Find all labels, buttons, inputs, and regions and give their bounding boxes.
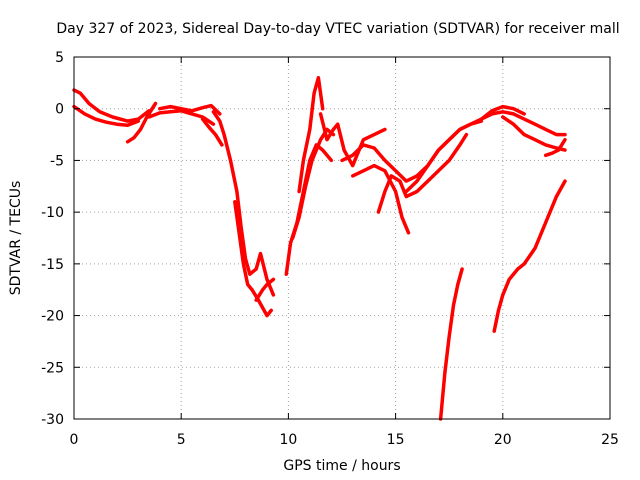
series-arc-8 — [233, 200, 273, 318]
y-tick-label: -10 — [41, 205, 64, 221]
plot-frame — [73, 56, 611, 420]
series-arc-9 — [254, 277, 276, 302]
x-tick-label: 20 — [494, 432, 512, 448]
y-tick-label: -30 — [41, 412, 64, 428]
y-tick-label: -15 — [41, 257, 64, 273]
series-arc-20 — [501, 115, 567, 152]
axis-ticks — [73, 56, 611, 420]
series-arc-7 — [200, 117, 224, 147]
y-tick-label: -5 — [50, 153, 64, 169]
series-arc-1 — [72, 88, 151, 123]
y-tick-label: 5 — [55, 50, 64, 66]
series-arc-6 — [211, 110, 276, 297]
y-tick-label: 0 — [55, 102, 64, 118]
series-arc-18 — [415, 119, 484, 178]
series-arc-23 — [492, 179, 567, 333]
series-arc-21 — [543, 137, 567, 158]
series-arc-11 — [290, 127, 336, 240]
series-arc-14 — [340, 143, 419, 183]
chart-title: Day 327 of 2023, Sidereal Day-to-day VTE… — [56, 21, 619, 37]
series-arc-2 — [72, 104, 141, 128]
grid-lines — [74, 57, 610, 419]
series-arc-15 — [350, 163, 411, 235]
series-arc-16 — [376, 132, 469, 214]
y-tick-label: -25 — [41, 360, 64, 376]
x-tick-label: 5 — [177, 432, 186, 448]
x-tick-label: 25 — [601, 432, 619, 448]
x-tick-label: 0 — [70, 432, 79, 448]
series-arc-22 — [438, 267, 464, 421]
series-arc-13 — [318, 112, 387, 168]
series-arc-5 — [158, 103, 222, 116]
y-tick-label: -20 — [41, 309, 64, 325]
x-axis-label: GPS time / hours — [283, 458, 400, 474]
y-axis-label: SDTVAR / TECUs — [8, 181, 24, 296]
series-arc-12 — [297, 75, 325, 194]
x-tick-label: 10 — [279, 432, 297, 448]
series-arc-10 — [284, 143, 334, 276]
data-series — [72, 75, 567, 421]
series-arc-4 — [147, 109, 216, 126]
series-arc-3 — [125, 101, 158, 144]
x-tick-label: 15 — [387, 432, 405, 448]
series-arc-19 — [479, 110, 567, 137]
